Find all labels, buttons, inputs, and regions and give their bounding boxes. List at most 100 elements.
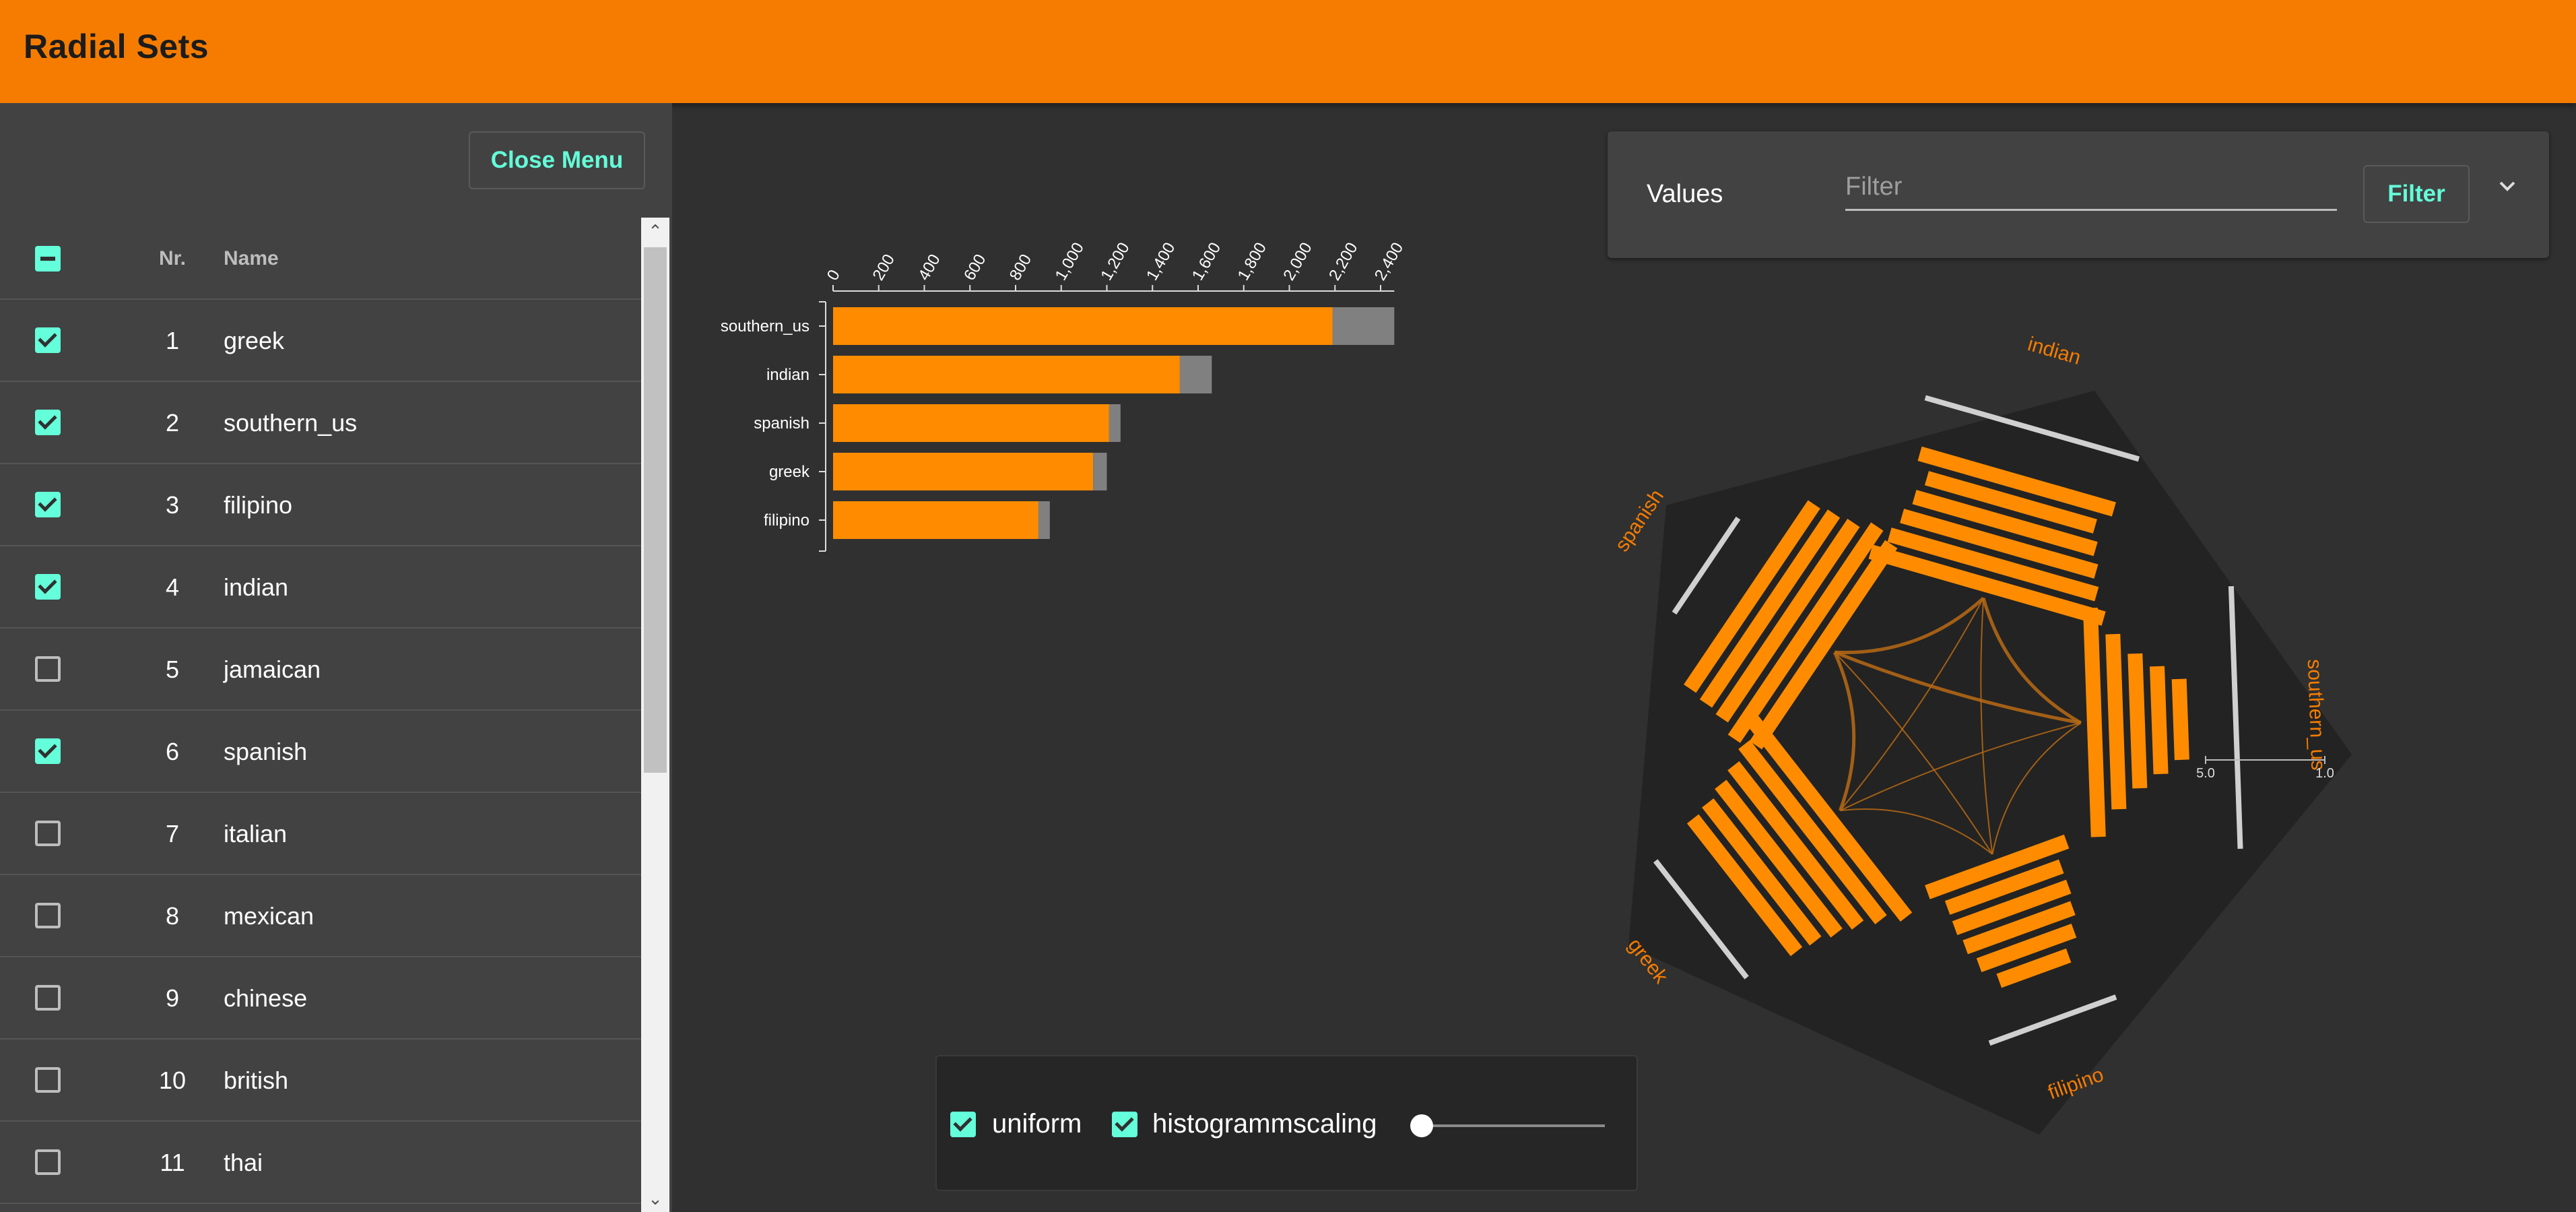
row-name: chinese <box>224 984 308 1012</box>
filter-button[interactable]: Filter <box>2363 165 2470 223</box>
row-checkbox[interactable] <box>35 985 61 1011</box>
row-name: mexican <box>224 902 315 930</box>
row-number: 5 <box>165 656 180 683</box>
row-number: 9 <box>165 984 180 1012</box>
set-size-indicators <box>1653 395 2243 1046</box>
table-row[interactable]: 11 thai <box>0 1122 641 1204</box>
row-name: italian <box>224 820 288 848</box>
x-tick-label: 800 <box>1006 251 1035 284</box>
degree-bar-indian <box>1868 544 2106 626</box>
x-tick-label: 1,800 <box>1234 239 1270 284</box>
uniform-checkbox[interactable] <box>950 1112 976 1137</box>
degree-bar-indian <box>1900 509 2099 579</box>
row-name: southern_us <box>224 409 358 437</box>
table-row[interactable]: 4 indian <box>0 546 641 629</box>
scale-label-min: 1.0 <box>2315 766 2334 781</box>
sidebar-scrollbar[interactable]: ⌃ ⌄ <box>641 218 669 1212</box>
size-indicator-greek <box>1653 859 1749 980</box>
bar-extra-indian <box>1179 356 1212 393</box>
histogram-scaling-checkbox[interactable] <box>1112 1112 1137 1137</box>
y-tick-label: southern_us <box>721 317 810 336</box>
scroll-down-icon[interactable]: ⌄ <box>648 1188 663 1209</box>
row-checkbox[interactable] <box>35 492 61 517</box>
row-checkbox[interactable] <box>35 903 61 928</box>
bar-indian <box>833 356 1180 393</box>
bar-extra-spanish <box>1109 404 1121 442</box>
link-indian-spanish <box>1835 596 1985 654</box>
degree-bar-indian <box>1887 528 2099 602</box>
row-number: 1 <box>165 327 180 354</box>
degree-bar-southern_us <box>2150 666 2169 775</box>
row-checkbox[interactable] <box>35 1149 61 1175</box>
filter-input[interactable] <box>1845 165 2337 211</box>
table-row[interactable]: 1 greek <box>0 300 641 382</box>
link-southern_us-filipino <box>1991 722 2082 855</box>
row-number: 10 <box>159 1066 187 1094</box>
degree-bar-filipino <box>1976 924 2077 973</box>
link-filipino-greek <box>1840 808 1993 855</box>
row-checkbox[interactable] <box>35 656 61 682</box>
row-name: spanish <box>224 738 308 765</box>
column-header-name[interactable]: Name <box>224 247 279 269</box>
row-checkbox[interactable] <box>35 410 61 435</box>
row-checkbox[interactable] <box>35 574 61 600</box>
row-number: 7 <box>165 820 180 848</box>
x-tick-label: 1,600 <box>1189 239 1224 284</box>
y-tick-label: spanish <box>754 414 810 433</box>
table-row[interactable]: 7 italian <box>0 793 641 875</box>
size-indicator-indian <box>1924 395 2140 462</box>
set-intersection-links[interactable] <box>1832 596 2082 855</box>
link-indian-filipino <box>1980 598 1993 855</box>
app-title: Radial Sets <box>24 28 209 65</box>
scrollbar-thumb[interactable] <box>644 247 667 773</box>
table-row[interactable]: 9 chinese <box>0 957 641 1040</box>
bar-extra-filipino <box>1038 501 1050 539</box>
scaling-slider-track[interactable] <box>1423 1124 1605 1127</box>
row-checkbox[interactable] <box>35 1067 61 1093</box>
scroll-up-icon[interactable]: ⌃ <box>648 221 663 241</box>
row-number: 8 <box>165 902 180 930</box>
scaling-slider-knob[interactable] <box>1410 1114 1433 1137</box>
values-label: Values <box>1647 180 1723 208</box>
degree-bar-spanish <box>1715 518 1860 723</box>
set-degree-bars[interactable] <box>1684 446 2189 988</box>
degree-bar-greek <box>1738 740 1887 924</box>
table-row[interactable]: 5 jamaican <box>0 629 641 711</box>
degree-bar-southern_us <box>2127 653 2148 789</box>
row-name: indian <box>224 573 289 601</box>
table-row[interactable]: 6 spanish <box>0 711 641 793</box>
row-checkbox[interactable] <box>35 738 61 764</box>
row-name: jamaican <box>224 656 321 683</box>
bar-extra-greek <box>1093 453 1107 490</box>
table-row[interactable]: 2 southern_us <box>0 382 641 464</box>
x-tick-label: 1,400 <box>1143 239 1179 284</box>
set-label-spanish: spanish <box>1611 486 1668 556</box>
select-all-checkbox[interactable] <box>35 246 61 272</box>
row-number: 4 <box>165 573 180 601</box>
scale-label-max: 5.0 <box>2196 766 2215 781</box>
chevron-down-icon[interactable] <box>2494 173 2521 200</box>
histogram-scaling-label: histogrammscaling <box>1152 1109 1377 1139</box>
degree-bar-spanish <box>1749 540 1898 750</box>
uniform-label: uniform <box>992 1109 1082 1139</box>
degree-bar-filipino <box>1952 879 2072 935</box>
size-indicator-southern_us <box>2228 585 2243 850</box>
degree-bar-greek <box>1702 798 1822 946</box>
table-row[interactable]: 3 filipino <box>0 464 641 546</box>
row-checkbox[interactable] <box>35 327 61 353</box>
degree-bar-southern_us <box>2171 678 2189 761</box>
link-indian-greek <box>1839 598 1985 811</box>
close-menu-button[interactable]: Close Menu <box>469 131 645 189</box>
degree-bar-indian <box>1924 471 2097 534</box>
table-row[interactable]: 8 mexican <box>0 875 641 957</box>
column-header-nr[interactable]: Nr. <box>159 247 187 269</box>
degree-bar-southern_us <box>2082 608 2106 837</box>
x-tick-label: 600 <box>960 251 989 284</box>
table-row[interactable]: 10 british <box>0 1040 641 1122</box>
degree-bar-indian <box>1917 446 2116 517</box>
link-indian-southern_us <box>1981 598 2082 725</box>
row-checkbox[interactable] <box>35 821 61 846</box>
degree-bar-filipino <box>1996 948 2072 988</box>
degree-bar-filipino <box>1925 834 2070 899</box>
row-name: greek <box>224 327 285 354</box>
